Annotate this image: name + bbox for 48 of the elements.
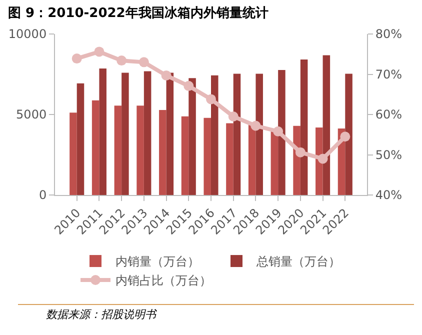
y2-tick-label: 80%	[375, 27, 402, 42]
point	[340, 132, 350, 142]
bar	[204, 118, 211, 195]
bar	[181, 116, 189, 195]
bar	[159, 110, 166, 195]
point	[295, 147, 306, 158]
y2-tick-label: 50%	[375, 148, 402, 162]
bar	[92, 100, 100, 195]
point	[161, 70, 172, 80]
bar	[70, 112, 77, 195]
y2-tick-label: 70%	[375, 67, 402, 82]
point	[94, 46, 104, 57]
bar	[248, 124, 256, 195]
bar	[233, 74, 241, 195]
bar	[99, 68, 106, 195]
bar	[166, 72, 174, 195]
legend-label: 内销占比（万台）	[116, 274, 212, 288]
bar	[76, 83, 84, 195]
y-tick-label: 0	[38, 188, 47, 202]
y2-tick-label: 40%	[375, 188, 402, 202]
point	[250, 120, 261, 131]
point	[318, 154, 328, 164]
bar	[322, 55, 330, 195]
y-tick-label: 10000	[8, 27, 47, 42]
point	[206, 94, 216, 104]
bar	[114, 106, 122, 195]
bar	[211, 75, 218, 195]
y-tick-label: 5000	[16, 108, 47, 122]
y2-tick-label: 60%	[375, 108, 402, 122]
legend-label: 总销量（万台）	[256, 254, 340, 269]
bar	[278, 70, 286, 195]
legend-label: 内销量（万台）	[116, 254, 200, 269]
bar	[122, 72, 129, 195]
bar	[136, 106, 144, 195]
chart-title: 图 9：2010-2022年我国冰箱内外销量统计	[7, 4, 270, 23]
bar	[345, 74, 352, 195]
source-note: 数据来源：招股说明书	[18, 304, 414, 324]
bar	[226, 123, 234, 195]
bar	[256, 74, 263, 195]
point	[138, 57, 149, 68]
point	[273, 126, 284, 136]
point	[184, 80, 194, 91]
point	[72, 54, 82, 64]
bar	[300, 59, 308, 195]
bar	[188, 78, 196, 195]
bar	[144, 71, 152, 195]
point	[228, 112, 238, 122]
point	[116, 56, 127, 66]
